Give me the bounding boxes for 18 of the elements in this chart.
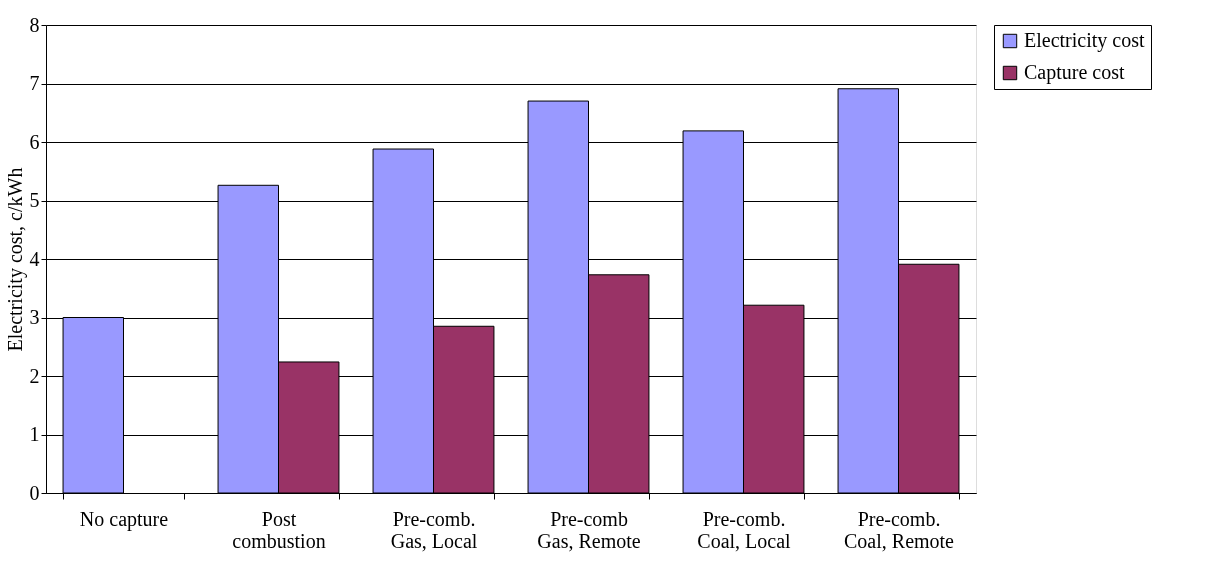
y-axis-title: Electricity cost, c/kWh	[3, 167, 27, 352]
x-tick-label: No capture	[79, 507, 169, 531]
y-tick-label: 6	[29, 130, 40, 153]
x-tick-label: Pre-comb Gas, Remote	[537, 507, 641, 552]
x-tick-label: Pre-comb. Gas, Local	[390, 507, 478, 552]
legend-label: Electricity cost	[1024, 29, 1145, 52]
legend-label: Capture cost	[1024, 61, 1125, 84]
y-tick-label: 5	[29, 189, 40, 211]
y-tick-label: 0	[29, 481, 40, 504]
x-tick-label: Pre-comb. Coal, Remote	[844, 507, 955, 552]
y-tick-label: 1	[29, 423, 40, 445]
y-tick-label: 7	[29, 72, 40, 94]
x-tick-label: Post combustion	[232, 507, 326, 552]
y-tick-label: 8	[29, 13, 40, 36]
y-tick-label: 3	[29, 306, 40, 328]
x-tick-label: Pre-comb. Coal, Local	[697, 507, 792, 552]
y-tick-label: 4	[29, 247, 40, 270]
y-tick-label: 2	[29, 364, 40, 387]
